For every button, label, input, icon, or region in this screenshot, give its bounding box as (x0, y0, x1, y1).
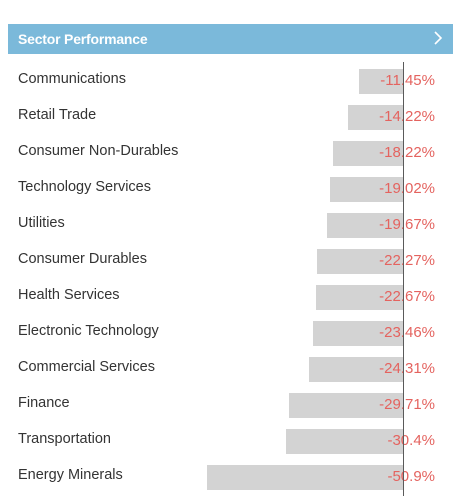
sector-bar (329, 177, 403, 202)
sector-bar (348, 105, 403, 130)
zero-axis-line (403, 62, 404, 496)
sector-name: Energy Minerals (18, 467, 123, 483)
sector-row[interactable]: Consumer Durables -22.27% (0, 242, 453, 278)
sector-bar (312, 321, 403, 346)
sector-row[interactable]: Retail Trade -14.22% (0, 98, 453, 134)
sector-row[interactable]: Finance -29.71% (0, 386, 453, 422)
sector-row[interactable]: Communications -11.45% (0, 62, 453, 98)
sector-row[interactable]: Technology Services -19.02% (0, 170, 453, 206)
sector-name: Consumer Non-Durables (18, 143, 179, 159)
sector-name: Electronic Technology (18, 323, 159, 339)
sector-name: Finance (18, 395, 70, 411)
sector-change: -22.27% (379, 252, 435, 269)
sector-change: -23.46% (379, 324, 435, 341)
sector-name: Retail Trade (18, 107, 97, 123)
sector-change: -29.71% (379, 396, 435, 413)
sector-name: Communications (18, 71, 126, 87)
sector-name: Technology Services (18, 179, 151, 195)
sector-change: -14.22% (379, 108, 435, 125)
sector-row[interactable]: Consumer Non-Durables -18.22% (0, 134, 453, 170)
sector-performance-header[interactable]: Sector Performance (8, 24, 453, 54)
header-title: Sector Performance (18, 31, 148, 47)
sector-bar (332, 141, 403, 166)
sector-bar (288, 393, 403, 418)
sector-name: Utilities (18, 215, 65, 231)
sector-row[interactable]: Health Services -22.67% (0, 278, 453, 314)
sector-change: -50.9% (387, 468, 435, 485)
sector-change: -22.67% (379, 288, 435, 305)
sector-row[interactable]: Utilities -19.67% (0, 206, 453, 242)
sector-change: -11.45% (380, 72, 435, 89)
sector-bar (317, 249, 403, 274)
sector-bar (315, 285, 403, 310)
sector-name: Transportation (18, 431, 111, 447)
sector-row[interactable]: Transportation -30.4% (0, 422, 453, 458)
sector-name: Health Services (18, 287, 120, 303)
sector-list: Communications -11.45% Retail Trade -14.22%… (0, 62, 453, 494)
sector-change: -19.02% (379, 180, 435, 197)
sector-change: -24.31% (379, 360, 435, 377)
sector-change: -18.22% (379, 144, 435, 161)
sector-row[interactable]: Energy Minerals -50.9% (0, 458, 453, 494)
sector-bar (309, 357, 403, 382)
sector-name: Commercial Services (18, 359, 155, 375)
sector-change: -19.67% (379, 216, 435, 233)
chevron-right-icon[interactable] (431, 29, 445, 47)
sector-change: -30.4% (387, 432, 435, 449)
sector-bar (327, 213, 403, 238)
sector-bar (358, 69, 403, 94)
sector-row[interactable]: Commercial Services -24.31% (0, 350, 453, 386)
sector-row[interactable]: Electronic Technology -23.46% (0, 314, 453, 350)
sector-bar (207, 465, 403, 490)
sector-bar (285, 429, 403, 454)
sector-name: Consumer Durables (18, 251, 147, 267)
